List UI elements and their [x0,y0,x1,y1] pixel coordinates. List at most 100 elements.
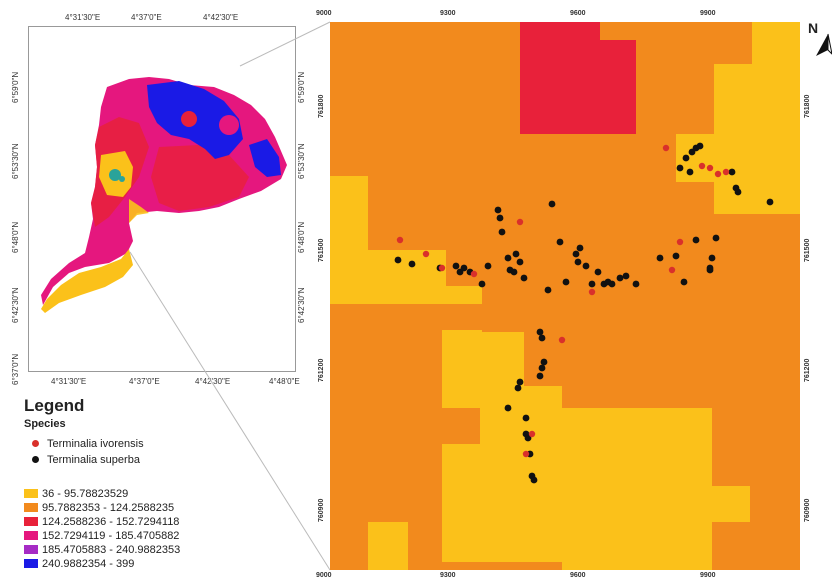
superba-point [616,274,624,282]
superba-point [582,262,590,270]
main-top-x-3: 9600 [570,10,586,17]
north-arrow: N [806,20,832,80]
superba-point [562,278,570,286]
class-swatch-icon [24,503,38,512]
superba-point [536,372,544,380]
superba-point [504,404,512,412]
main-right-y-2: 761500 [804,238,811,262]
main-top-x-2: 9300 [440,10,456,17]
main-top-x-4: 9900 [700,10,716,17]
superba-point [498,228,506,236]
superba-point [452,262,460,270]
legend-title: Legend [24,396,85,415]
inset-yellow-tail [41,249,133,313]
ivorensis-point [714,170,722,178]
superba-point [494,206,502,214]
main-left-y-3: 761200 [318,358,325,382]
superba-point [544,286,552,294]
superba-point [516,258,524,266]
legend-class-2: 95.7882353 - 124.2588235 [24,502,174,514]
superba-point [676,164,684,172]
ivorensis-point [722,168,730,176]
inset-bottom-lon-4: 4°48'0"E [269,377,300,386]
inset-top-lon-2: 4°37'0"E [131,13,162,22]
main-left-y-2: 761500 [318,238,325,262]
superba-point [520,274,528,282]
superba-point [656,254,664,262]
superba-point [510,268,518,276]
superba-point [706,264,714,272]
superba-point [514,384,522,392]
inset-top-lon-1: 4°31'30"E [65,13,101,22]
ivorensis-marker-icon [32,440,39,447]
ivorensis-point [662,144,670,152]
legend-class-1: 36 - 95.78823529 [24,488,128,500]
legend-class-3: 124.2588236 - 152.7294118 [24,516,179,528]
superba-point [712,234,720,242]
superba-point [460,264,468,272]
main-left-y-4: 760900 [318,498,325,522]
inset-bottom-lon-1: 4°31'30"E [51,377,87,386]
ivorensis-point [516,218,524,226]
superba-point [516,378,524,386]
superba-point [696,142,704,150]
ivorensis-point [668,266,676,274]
ivorensis-point [698,162,706,170]
inset-watershed-map [41,77,287,313]
species-title: Species [24,418,66,430]
superba-point [540,358,548,366]
legend-class-6: 240.9882354 - 399 [24,558,134,570]
main-right-y-3: 761200 [804,358,811,382]
inset-top-lon-3: 4°42'30"E [203,13,239,22]
superba-point [512,250,520,258]
superba-point [576,244,584,252]
superba-point [686,168,694,176]
raster-yellow-top-right [676,22,800,214]
inset-bottom-lon-2: 4°37'0"E [129,377,160,386]
ivorensis-point [438,264,446,272]
raster-yellow-left [330,176,482,304]
main-top-x-1: 9000 [316,10,332,17]
superba-point [588,280,596,288]
superba-point [538,364,546,372]
inset-study-marker [109,169,121,181]
superba-point [538,334,546,342]
superba-point [556,238,564,246]
legend-species-superba: Terminalia superba [32,454,140,466]
ivorensis-point [676,238,684,246]
main-bottom-x-4: 9900 [700,572,716,579]
ivorensis-point [528,430,536,438]
superba-point [734,188,742,196]
class-swatch-icon [24,559,38,568]
superba-point [622,272,630,280]
main-right-y-1: 761800 [804,94,811,118]
ivorensis-point [588,288,596,296]
class-swatch-icon [24,489,38,498]
superba-marker-icon [32,456,39,463]
species-points-layer [394,142,774,484]
superba-point [496,214,504,222]
superba-point [672,252,680,260]
superba-point [522,414,530,422]
legend: Legend Species Terminalia ivorensis Term… [0,396,300,582]
superba-point [484,262,492,270]
ivorensis-point [706,164,714,172]
superba-point [608,280,616,288]
superba-point [530,476,538,484]
north-arrow-icon [816,33,832,56]
legend-class-4: 152.7294119 - 185.4705882 [24,530,179,542]
superba-point [766,198,774,206]
superba-point [594,268,602,276]
inset-map: 4°31'30"E 4°37'0"E 4°42'30"E 4°31'30"E 4… [11,13,306,386]
ivorensis-point [558,336,566,344]
main-bottom-x-3: 9600 [570,572,586,579]
superba-point [680,278,688,286]
ivorensis-point [396,236,404,244]
ivorensis-point [422,250,430,258]
superba-point [728,168,736,176]
superba-point [682,154,690,162]
superba-point [478,280,486,288]
legend-class-5: 185.4705883 - 240.9882353 [24,544,180,556]
superba-point [708,254,716,262]
